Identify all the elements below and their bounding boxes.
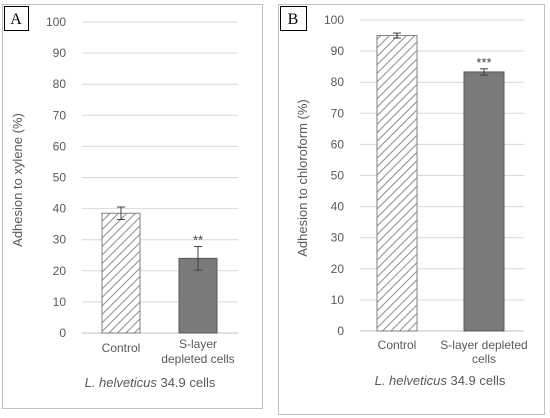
y-tick-label: 0 [337,324,344,338]
y-tick-label: 10 [53,295,67,309]
y-axis-label: Adhesion to chloroform (%) [295,99,310,257]
x-axis-label: L. helveticus 34.9 cells [375,373,506,388]
bar [178,257,218,334]
category-label: Control [102,341,141,355]
chart-panel-a: A 0 10 20 30 40 50 60 70 80 90 100 Adhesion to xylen… [2,4,263,409]
panel-label-box [280,6,307,31]
x-axis-label-species: L. helveticus [375,373,448,388]
y-tick-label: 0 [59,326,66,340]
y-tick-label: 100 [46,15,66,29]
y-tick-label: 60 [53,139,67,153]
y-tick-label: 10 [331,293,345,307]
y-tick-label: 60 [331,137,345,151]
y-tick-label: 30 [331,231,345,245]
panel-label: B [288,11,299,28]
y-tick-label: 80 [53,77,67,91]
x-axis-label: L. helveticus 34.9 cells [85,375,216,390]
x-axis-label-species: L. helveticus [85,375,158,390]
y-tick-label: 20 [331,262,345,276]
category-label: Control [378,338,417,352]
y-tick-label: 90 [331,44,345,58]
significance-label: *** [476,55,491,70]
panel-frame [278,4,545,415]
chart-panel-b: B 0 10 20 30 40 50 60 70 80 90 100 Adhesion to chlor… [278,4,545,415]
category-label: S-layer depleted cells [161,337,234,366]
bar [101,212,141,334]
category-label-line: depleted cells [161,352,234,366]
y-tick-label: 40 [331,200,345,214]
y-axis-label: Adhesion to xylene (%) [10,113,25,247]
y-tick-label: 70 [53,108,67,122]
y-tick-label: 80 [331,75,345,89]
category-label-line: Control [102,341,141,355]
category-label: S-layer depleted cells [440,338,527,366]
y-tick-label: 70 [331,106,345,120]
category-label-line: cells [472,352,496,366]
panel-frame [2,4,263,409]
panel-label: A [10,11,22,28]
category-label-line: Control [378,338,417,352]
bar [463,71,505,332]
y-tick-label: 100 [324,13,344,27]
y-tick-label: 90 [53,46,67,60]
category-label-line: S-layer [179,337,217,351]
x-axis-label-rest: 34.9 cells [447,373,506,388]
bar [376,35,418,332]
y-tick-label: 50 [53,171,67,185]
x-axis-label-rest: 34.9 cells [157,375,216,390]
panel-label-box [4,6,29,31]
y-tick-label: 20 [53,264,67,278]
category-label-line: S-layer depleted [440,338,527,352]
y-tick-label: 30 [53,233,67,247]
y-tick-label: 40 [53,202,67,216]
significance-label: ** [193,233,203,248]
y-tick-label: 50 [331,169,345,183]
